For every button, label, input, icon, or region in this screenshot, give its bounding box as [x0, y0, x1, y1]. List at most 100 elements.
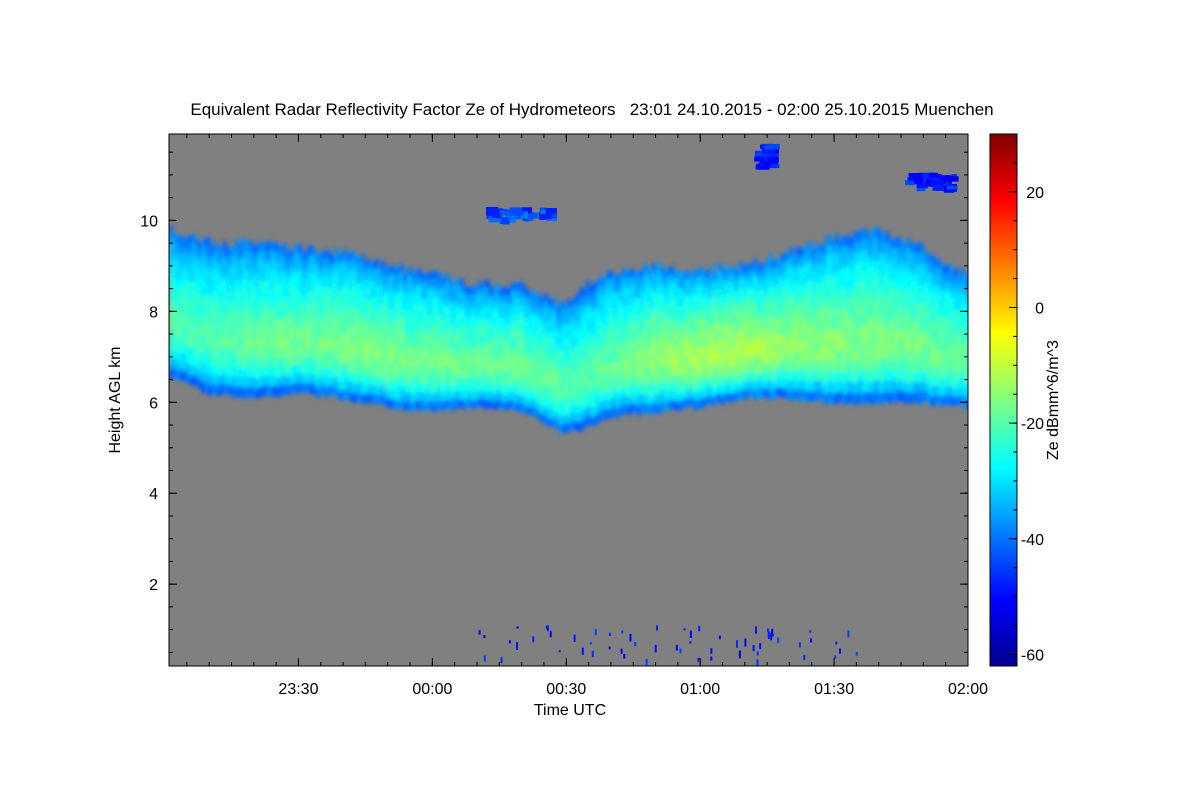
cloud-cell: [415, 286, 419, 297]
cloud-cell: [790, 256, 794, 267]
cloud-cell: [733, 283, 737, 293]
cloud-cell: [550, 410, 554, 420]
cloud-cell: [193, 281, 197, 292]
cloud-cell: [688, 286, 692, 296]
cloud-cell: [235, 327, 239, 339]
cloud-cell: [376, 258, 380, 269]
cloud-cell: [697, 329, 701, 339]
cloud-cell: [499, 393, 503, 402]
cloud-cell: [352, 326, 356, 337]
cloud-cell: [691, 275, 695, 285]
cloud-cell: [859, 293, 863, 306]
cloud-cell: [175, 288, 179, 299]
cloud-cell: [601, 375, 605, 385]
cloud-cell: [388, 276, 392, 286]
cloud-cell: [895, 340, 899, 353]
cloud-cell: [871, 349, 875, 362]
cloud-cell: [829, 318, 833, 330]
cloud-cell: [514, 283, 518, 292]
cloud-cell: [367, 294, 371, 304]
cloud-cell: [301, 374, 305, 385]
cloud-cell: [325, 332, 329, 343]
cloud-cell: [232, 321, 236, 333]
cloud-cell: [808, 380, 812, 392]
cloud-cell: [418, 401, 422, 411]
cloud-cell: [574, 337, 578, 347]
cloud-cell: [235, 317, 239, 329]
cloud-cell: [397, 265, 401, 276]
cloud-cell: [454, 301, 458, 311]
cloud-cell: [661, 268, 665, 278]
cloud-cell: [496, 376, 500, 385]
cloud-cell: [745, 314, 749, 324]
cloud-cell: [886, 242, 890, 254]
cloud-cell: [508, 348, 512, 357]
cloud-cell: [844, 246, 848, 259]
cloud-cell: [709, 371, 713, 380]
cloud-cell: [817, 255, 821, 267]
cloud-cell: [859, 283, 863, 295]
cloud-cell: [445, 323, 449, 333]
cloud-cell: [640, 269, 644, 280]
cloud-cell: [592, 354, 596, 365]
cloud-cell: [649, 289, 653, 299]
cloud-cell: [658, 262, 662, 273]
cloud-cell: [589, 347, 593, 357]
cloud-cell: [670, 319, 674, 329]
cloud-cell: [856, 307, 860, 319]
cloud-cell: [802, 350, 806, 361]
cloud-cell: [826, 319, 830, 331]
cloud-cell: [298, 299, 302, 310]
cloud-cell: [268, 269, 272, 281]
cloud-cell: [667, 355, 671, 366]
cloud-cell: [703, 338, 707, 348]
cloud-cell: [172, 258, 176, 269]
cloud-cell: [466, 294, 470, 303]
cloud-cell: [172, 303, 176, 314]
cloud-cell: [907, 237, 911, 249]
cloud-cell: [937, 395, 941, 406]
cloud-cell: [847, 245, 851, 257]
cloud-cell: [733, 358, 737, 368]
cloud-cell: [355, 347, 359, 358]
cloud-cell: [196, 267, 200, 278]
cloud-cell: [250, 269, 254, 281]
cloud-cell: [469, 310, 473, 319]
cloud-cell: [448, 294, 452, 304]
cloud-cell: [934, 367, 938, 378]
ground-echo: [620, 648, 623, 654]
cloud-cell: [421, 358, 425, 368]
cloud-cell: [907, 340, 911, 352]
cloud-cell: [202, 354, 206, 365]
cloud-cell: [910, 264, 914, 275]
upper-echo-patch: [544, 208, 557, 216]
cloud-cell: [565, 416, 569, 425]
cloud-cell: [724, 315, 728, 325]
cloud-cell: [391, 399, 395, 409]
cloud-cell: [724, 349, 728, 360]
cloud-cell: [280, 338, 284, 349]
cloud-cell: [232, 245, 236, 257]
cloud-cell: [709, 363, 713, 372]
cloud-cell: [355, 338, 359, 349]
cloud-cell: [643, 310, 647, 321]
cloud-cell: [364, 341, 368, 351]
cloud-cell: [550, 387, 554, 396]
cloud-cell: [196, 359, 200, 370]
cloud-cell: [934, 277, 938, 287]
cloud-cell: [739, 381, 743, 391]
cloud-cell: [919, 374, 923, 386]
cloud-cell: [229, 384, 233, 395]
cloud-cell: [655, 285, 659, 295]
cloud-cell: [847, 266, 851, 278]
cloud-cell: [226, 302, 230, 313]
cloud-cell: [406, 382, 410, 393]
cloud-cell: [835, 275, 839, 288]
cloud-cell: [298, 336, 302, 347]
cloud-cell: [652, 346, 656, 357]
cloud-cell: [415, 347, 419, 357]
cloud-cell: [592, 390, 596, 400]
cloud-cell: [409, 330, 413, 341]
ground-echo: [689, 641, 692, 644]
cloud-cell: [751, 388, 755, 399]
